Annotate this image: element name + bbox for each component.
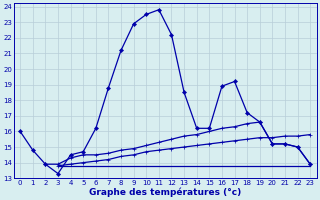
X-axis label: Graphe des températures (°c): Graphe des températures (°c) bbox=[89, 187, 241, 197]
